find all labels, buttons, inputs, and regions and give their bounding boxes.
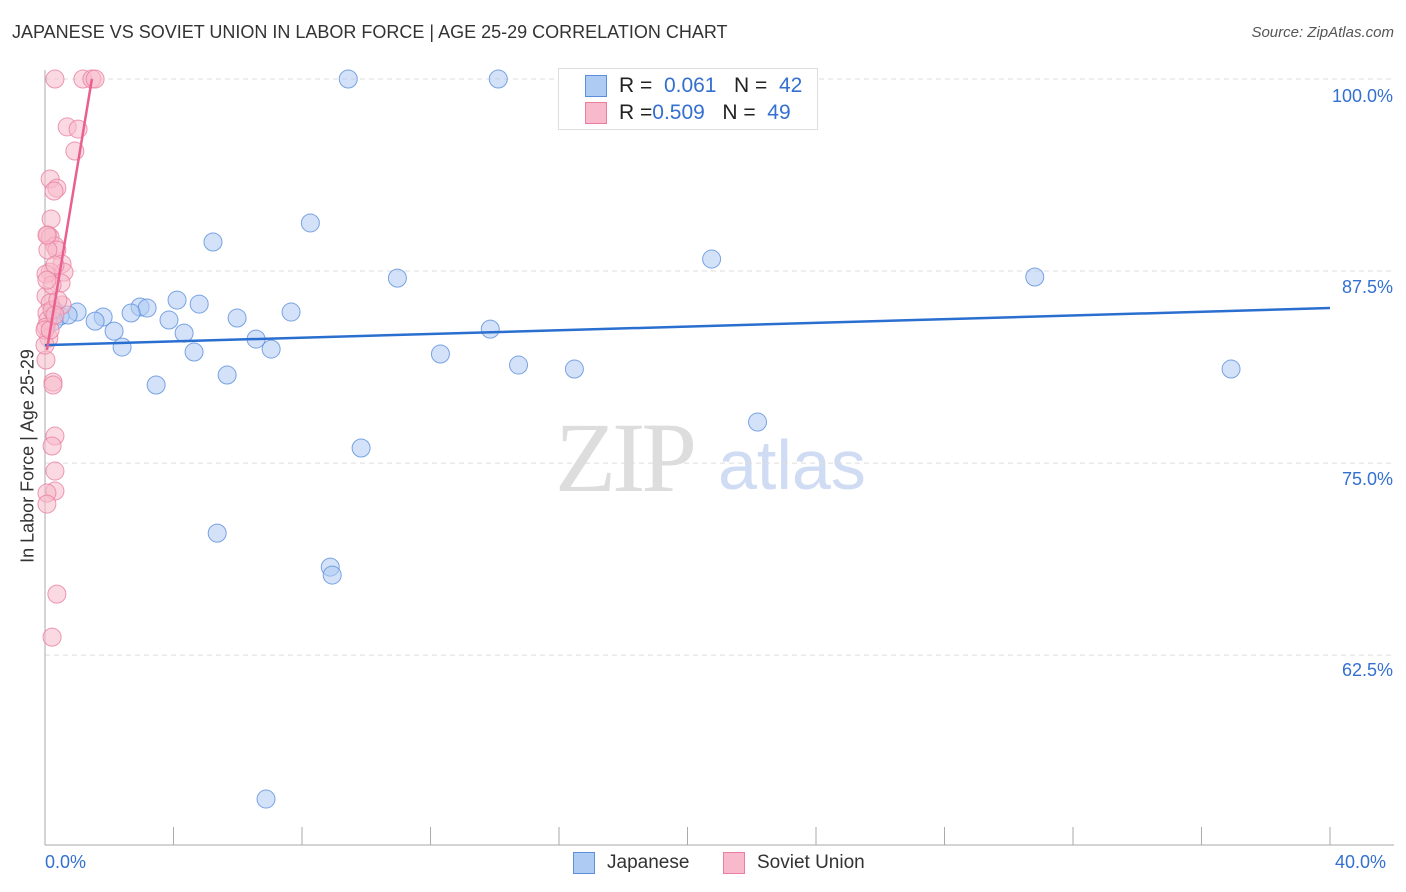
japanese-point-28 [261,339,281,359]
japanese-point-21 [159,310,179,330]
soviet-point-44 [37,225,57,245]
japanese-point-12 [121,303,141,323]
chart-title: JAPANESE VS SOVIET UNION IN LABOR FORCE … [12,22,728,42]
japanese-point-31 [509,355,529,375]
watermark-atlas: atlas [718,426,866,504]
legend: R = 0.061 N = 42 R = 0.509 N = 49 [558,68,818,130]
legend-row-japanese: R = 0.061 N = 42 [585,73,802,99]
japanese-point-0 [338,69,358,89]
japanese-point-9 [189,294,209,314]
japanese-point-33 [1221,359,1241,379]
japanese-point-7 [1025,267,1045,287]
japanese-point-41 [256,789,276,809]
japanese-point-24 [174,323,194,343]
japanese-point-19 [85,311,105,331]
japanese-trend-line [44,306,1331,347]
soviet-point-0 [45,69,65,89]
japanese-point-32 [564,359,584,379]
x-tick-min: 0.0% [45,852,87,872]
japanese-point-22 [227,308,247,328]
source-label: Source: ZipAtlas.com [1251,24,1394,41]
watermark-zip: ZIP [555,402,697,513]
x-tick-max: 40.0% [1335,852,1387,872]
soviet-legend-swatch [723,852,745,874]
japanese-legend-swatch [573,852,595,874]
y-tick-75: 75.0% [1341,469,1393,489]
soviet-point-29 [43,375,63,395]
japanese-point-1 [488,69,508,89]
soviet-point-37 [42,627,62,647]
japanese-point-20 [104,321,124,341]
soviet-point-31 [42,436,62,456]
japanese-point-4 [300,213,320,233]
bottom-legend-soviet: Soviet Union [723,852,865,874]
soviet-point-10 [41,209,61,229]
japanese-point-38 [207,523,227,543]
japanese-point-27 [184,342,204,362]
y-tick-87-5: 87.5% [1341,277,1393,297]
y-tick-62-5: 62.5% [1341,660,1393,680]
soviet-point-32 [45,461,65,481]
japanese-point-3 [203,232,223,252]
soviet-legend-label: Soviet Union [757,852,865,873]
soviet-point-35 [37,494,57,514]
japanese-point-26 [112,337,132,357]
japanese-point-29 [430,344,450,364]
japanese-point-6 [387,268,407,288]
japanese-legend-label: Japanese [607,852,690,873]
japanese-swatch [585,75,607,97]
japanese-point-8 [167,290,187,310]
y-axis-label: In Labor Force | Age 25-29 [17,349,38,563]
soviet-point-46 [37,270,57,290]
japanese-point-40 [322,565,342,585]
japanese-point-30 [480,319,500,339]
soviet-trend-line [45,78,94,351]
soviet-point-9 [44,181,64,201]
soviet-r: 0.509 [652,101,705,124]
japanese-point-11 [137,298,157,318]
soviet-swatch [585,102,607,124]
japanese-point-35 [217,365,237,385]
japanese-r: 0.061 [663,74,717,97]
japanese-point-23 [281,302,301,322]
soviet-point-36 [47,584,67,604]
japanese-point-34 [146,375,166,395]
soviet-point-3 [85,69,105,89]
legend-row-soviet: R = 0.509 N = 49 [585,100,791,126]
japanese-point-37 [351,438,371,458]
y-tick-100: 100.0% [1331,86,1393,106]
japanese-point-5 [702,249,722,269]
soviet-n: 49 [767,101,791,124]
japanese-point-36 [748,412,768,432]
japanese-n: 42 [778,74,803,97]
bottom-legend-japanese: Japanese [573,852,689,874]
